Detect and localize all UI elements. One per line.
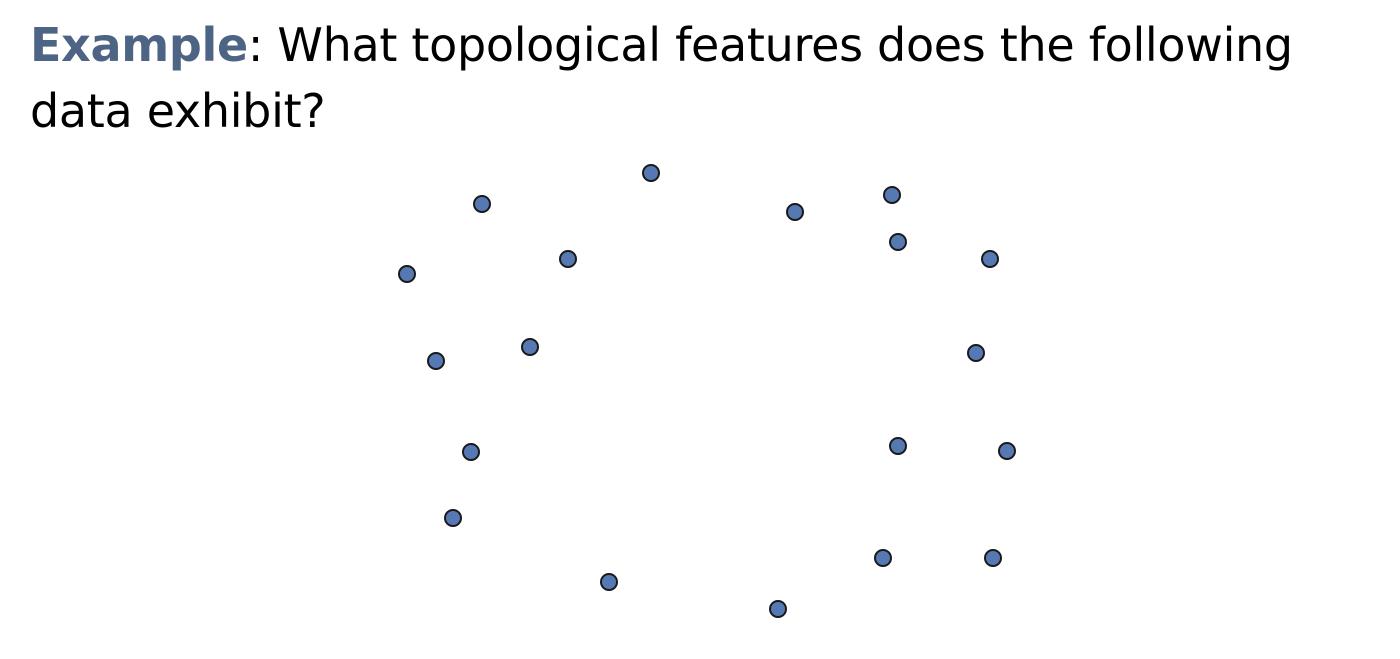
data-point: [601, 574, 617, 590]
data-point: [982, 251, 998, 267]
data-point: [643, 165, 659, 181]
data-point: [787, 204, 803, 220]
data-point: [474, 196, 490, 212]
data-point: [968, 345, 984, 361]
data-point: [985, 550, 1001, 566]
data-point: [428, 353, 444, 369]
data-point: [399, 266, 415, 282]
data-point: [999, 443, 1015, 459]
data-point: [890, 234, 906, 250]
data-point: [884, 187, 900, 203]
data-point: [445, 510, 461, 526]
data-point: [560, 251, 576, 267]
data-point: [875, 550, 891, 566]
data-point: [890, 438, 906, 454]
data-point: [463, 444, 479, 460]
data-point: [522, 339, 538, 355]
data-point: [770, 601, 786, 617]
